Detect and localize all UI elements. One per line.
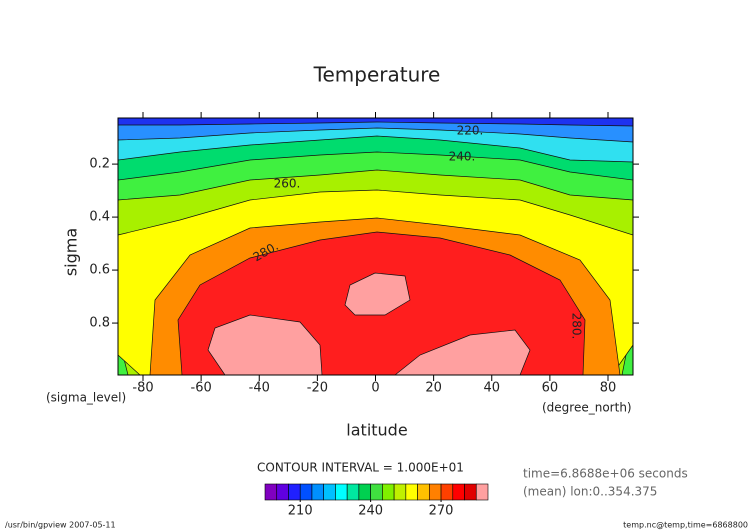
colorbar-box (405, 483, 418, 501)
chart-title: Temperature (313, 63, 441, 87)
y-tick-label: 0.2 (89, 157, 110, 172)
x-tick-label: -60 (191, 381, 212, 396)
colorbar-box (276, 483, 289, 501)
colorbar-box (311, 483, 324, 501)
colorbar-label: 240 (358, 504, 383, 519)
contour-label: 260. (274, 177, 301, 191)
info: time=6.8688e+06 seconds (523, 467, 688, 481)
colorbar-box (475, 483, 489, 501)
x-unit: (degree_north) (542, 401, 632, 415)
colorbar-label: 210 (288, 504, 313, 519)
footer: temp.nc@temp,time=6868800 (623, 521, 748, 530)
colorbar-box (440, 483, 454, 501)
x-tick-label: 40 (483, 381, 500, 396)
footer: /usr/bin/gpview 2007-05-11 (5, 521, 116, 530)
x-tick-label: 20 (425, 381, 442, 396)
y-axis-label: sigma (62, 228, 81, 276)
colorbar-box (346, 483, 360, 501)
y-tick-label: 0.4 (89, 210, 110, 225)
colorbar-box (335, 483, 348, 501)
info: (mean) lon:0..354.375 (523, 485, 657, 499)
colorbar-label: 270 (429, 504, 454, 519)
x-tick-label: -40 (249, 381, 270, 396)
x-tick-label: 60 (542, 381, 559, 396)
colorbar-box (393, 483, 407, 501)
y-tick-label: 0.8 (89, 316, 110, 331)
colorbar-box (417, 483, 430, 501)
contour-interval: CONTOUR INTERVAL = 1.000E+01 (257, 461, 464, 475)
y-tick-label: 0.6 (89, 263, 110, 278)
colorbar-box (464, 483, 477, 501)
colorbar-box (429, 483, 442, 501)
colorbar-box (264, 483, 278, 501)
contour-fill (344, 272, 411, 316)
colorbar-box (288, 483, 301, 501)
y-unit: (sigma_level) (46, 391, 126, 405)
colorbar-box (323, 483, 336, 501)
x-tick-label: 80 (600, 381, 617, 396)
contour-label: 280. (570, 313, 584, 340)
x-tick-label: 0 (371, 381, 379, 396)
contour-label: 220. (457, 124, 484, 138)
colorbar-box (299, 483, 313, 501)
colorbar-box (382, 483, 395, 501)
colorbar-box (452, 483, 465, 501)
colorbar-box (370, 483, 383, 501)
x-tick-label: -20 (307, 381, 328, 396)
x-tick-label: -80 (132, 381, 153, 396)
colorbar-box (358, 483, 371, 501)
contour-label: 240. (449, 150, 476, 164)
x-axis-label: latitude (346, 421, 407, 440)
